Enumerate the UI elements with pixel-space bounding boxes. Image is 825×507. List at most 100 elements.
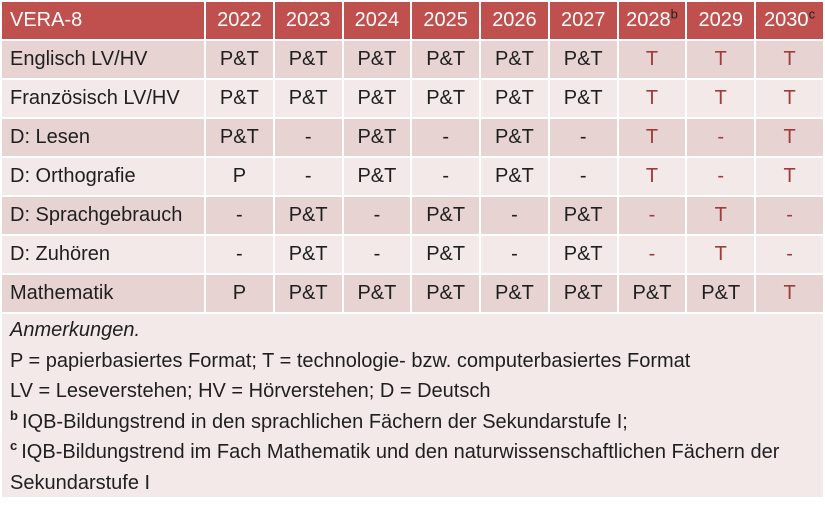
format-cell: - <box>687 158 755 195</box>
notes-section: Anmerkungen. P = papierbasiertes Format;… <box>2 314 823 497</box>
format-cell: T <box>618 41 686 78</box>
table-row: D: Orthografie P - P&T - P&T - T - T <box>2 158 823 195</box>
format-cell: P <box>206 275 273 312</box>
year-footnote-marker: c <box>808 6 816 22</box>
format-cell: P&T <box>274 236 342 273</box>
footnote-c-marker: c <box>10 438 18 454</box>
format-cell: P&T <box>412 275 480 312</box>
format-cell: P&T <box>481 80 548 117</box>
year-header-2024: 2024 <box>343 2 411 39</box>
format-cell: P&T <box>206 41 273 78</box>
table-row: D: Zuhören - P&T - P&T - P&T - T - <box>2 236 823 273</box>
row-label: Mathematik <box>2 275 204 312</box>
format-cell: - <box>618 236 686 273</box>
format-cell: T <box>756 158 823 195</box>
table-row: D: Lesen P&T - P&T - P&T - T - T <box>2 119 823 156</box>
format-cell: P&T <box>343 41 411 78</box>
note-formats: P = papierbasiertes Format; T = technolo… <box>10 349 691 372</box>
format-cell: P&T <box>618 275 686 312</box>
table-row: Englisch LV/HV P&T P&T P&T P&T P&T P&T T T T <box>2 41 823 78</box>
year-header-2030: 2030c <box>756 2 823 39</box>
format-cell: P&T <box>481 41 548 78</box>
row-label: D: Lesen <box>2 119 204 156</box>
format-cell: P&T <box>549 80 617 117</box>
format-cell: P&T <box>412 80 480 117</box>
format-cell: T <box>687 236 755 273</box>
table-row: D: Sprachgebrauch - P&T - P&T - P&T - T - <box>2 197 823 234</box>
note-abbreviations: LV = Leseverstehen; HV = Hörverstehen; D… <box>10 380 491 402</box>
vera8-table: VERA-8 2022 2023 2024 2025 2026 2027 2028b 2029… <box>2 2 823 312</box>
format-cell: - <box>549 158 617 195</box>
format-cell: - <box>274 158 342 195</box>
footnote-c-text: IQB-Bildungstrend im Fach Mathematik und… <box>10 441 780 494</box>
table-header: VERA-8 2022 2023 2024 2025 2026 2027 2028b 2029… <box>2 2 823 39</box>
row-label: D: Zuhören <box>2 236 204 273</box>
footnote-b: b IQB-Bildungstrend in den sprachlichen F… <box>10 407 815 438</box>
format-cell: - <box>481 236 548 273</box>
format-cell: P&T <box>206 80 273 117</box>
table-row: Mathematik P P&T P&T P&T P&T P&T P&T P&T T <box>2 275 823 312</box>
row-label: Englisch LV/HV <box>2 41 204 78</box>
format-cell: P <box>206 158 273 195</box>
format-cell: P&T <box>274 41 342 78</box>
format-cell: P&T <box>549 236 617 273</box>
year-header-2025: 2025 <box>412 2 480 39</box>
footnote-b-marker: b <box>10 407 18 423</box>
format-cell: T <box>618 80 686 117</box>
table-row: Französisch LV/HV P&T P&T P&T P&T P&T P&T T T T <box>2 80 823 117</box>
format-cell: P&T <box>343 158 411 195</box>
format-cell: T <box>756 275 823 312</box>
row-label: D: Sprachgebrauch <box>2 197 204 234</box>
format-cell: P&T <box>549 275 617 312</box>
year-header-2028: 2028b <box>618 2 686 39</box>
format-cell: - <box>206 197 273 234</box>
header-row: VERA-8 2022 2023 2024 2025 2026 2027 2028b 2029… <box>2 2 823 39</box>
format-cell: T <box>618 119 686 156</box>
row-label: Französisch LV/HV <box>2 80 204 117</box>
format-cell: P&T <box>412 41 480 78</box>
format-cell: P&T <box>549 197 617 234</box>
notes-title: Anmerkungen. <box>10 319 141 341</box>
format-cell: P&T <box>687 275 755 312</box>
table-title: VERA-8 <box>2 2 204 39</box>
format-cell: T <box>756 119 823 156</box>
format-cell: P&T <box>343 80 411 117</box>
format-cell: T <box>687 41 755 78</box>
format-cell: - <box>687 119 755 156</box>
format-cell: P&T <box>274 275 342 312</box>
table-body: Englisch LV/HV P&T P&T P&T P&T P&T P&T T T T Franz… <box>2 41 823 312</box>
row-label: D: Orthografie <box>2 158 204 195</box>
format-cell: T <box>756 80 823 117</box>
format-cell: - <box>481 197 548 234</box>
footnote-b-text: IQB-Bildungstrend in den sprachlichen Fä… <box>21 410 628 433</box>
year-footnote-marker: b <box>670 6 678 22</box>
format-cell: - <box>343 197 411 234</box>
format-cell: P&T <box>412 236 480 273</box>
year-header-2027: 2027 <box>549 2 617 39</box>
format-cell: T <box>687 197 755 234</box>
format-cell: - <box>756 236 823 273</box>
format-cell: P&T <box>481 275 548 312</box>
format-cell: P&T <box>412 197 480 234</box>
format-cell: T <box>756 41 823 78</box>
year-header-2022: 2022 <box>206 2 273 39</box>
format-cell: T <box>618 158 686 195</box>
year-header-2029: 2029 <box>687 2 755 39</box>
year-header-2023: 2023 <box>274 2 342 39</box>
format-cell: P&T <box>481 158 548 195</box>
format-cell: - <box>343 236 411 273</box>
footnote-c: c IQB-Bildungstrend im Fach Mathematik un… <box>10 437 815 498</box>
format-cell: P&T <box>481 119 548 156</box>
format-cell: P&T <box>343 119 411 156</box>
format-cell: P&T <box>274 197 342 234</box>
format-cell: - <box>756 197 823 234</box>
format-cell: T <box>687 80 755 117</box>
format-cell: - <box>549 119 617 156</box>
format-cell: - <box>412 119 480 156</box>
format-cell: - <box>274 119 342 156</box>
format-cell: P&T <box>343 275 411 312</box>
format-cell: P&T <box>549 41 617 78</box>
format-cell: P&T <box>206 119 273 156</box>
format-cell: P&T <box>274 80 342 117</box>
